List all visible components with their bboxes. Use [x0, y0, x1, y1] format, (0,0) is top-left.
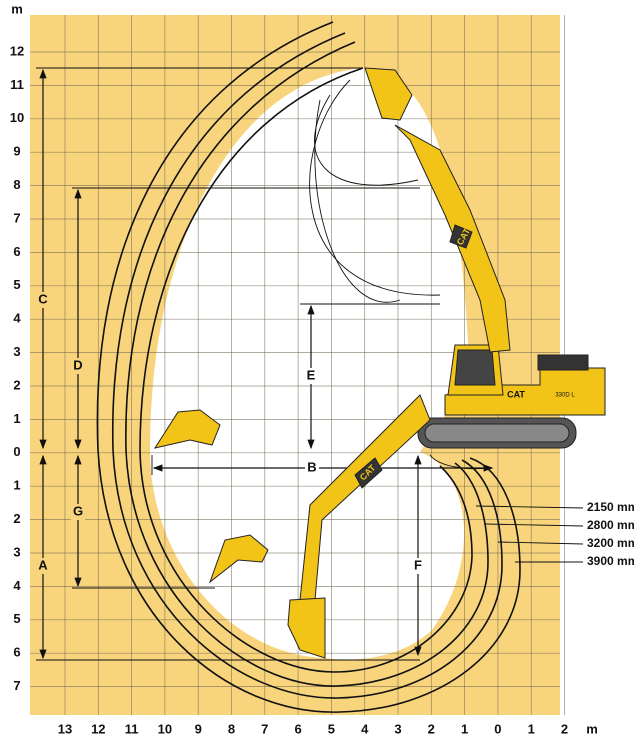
y-tick-label: 5 [13, 611, 20, 626]
y-tick-label: 7 [13, 678, 20, 693]
y-tick-label: 10 [10, 110, 24, 125]
y-tick-label: 11 [10, 77, 24, 92]
cab-window [455, 350, 495, 385]
y-tick-label: 7 [13, 210, 20, 225]
y-tick-label: 6 [13, 244, 20, 259]
y-tick-label: 6 [13, 645, 20, 660]
y-unit: m [11, 1, 23, 16]
x-tick-label: 8 [228, 721, 235, 736]
x-tick-label: 13 [58, 721, 72, 736]
x-tick-label: 2 [561, 721, 568, 736]
y-tick-label: 1 [13, 411, 20, 426]
engine-hood [538, 355, 588, 370]
x-tick-label: 1 [461, 721, 468, 736]
x-tick-label: 10 [158, 721, 172, 736]
y-tick-label: 2 [13, 377, 20, 392]
stick-length: 2800 mm [587, 518, 634, 532]
x-tick-label: 11 [125, 721, 139, 736]
y-tick-label: 12 [10, 43, 24, 58]
working-range-diagram: CAT CAT CAT 330D L 121110987654321012345… [0, 0, 634, 738]
x-tick-label: 4 [361, 721, 369, 736]
dimension-label: B [307, 459, 316, 474]
dimension-label: E [307, 367, 316, 382]
y-tick-label: 3 [13, 544, 20, 559]
y-tick-label: 9 [13, 144, 20, 159]
x-tick-label: 6 [294, 721, 301, 736]
stick-length: 3200 mm [587, 536, 634, 550]
x-tick-label: 2 [428, 721, 435, 736]
dimension-label: F [414, 557, 422, 572]
y-tick-label: 4 [13, 578, 21, 593]
dimension-label: C [38, 291, 48, 306]
x-tick-label: 9 [195, 721, 202, 736]
track-inner [425, 424, 569, 442]
stick-length: 2150 mm [587, 500, 634, 514]
x-tick-label: 1 [528, 721, 535, 736]
x-tick-label: 7 [261, 721, 268, 736]
x-tick-label: 0 [494, 721, 501, 736]
y-tick-label: 8 [13, 177, 20, 192]
y-tick-label: 3 [13, 344, 20, 359]
y-tick-label: 5 [13, 277, 20, 292]
stick-length: 3900 mm [587, 554, 634, 568]
model-decal: 330D L [555, 393, 575, 399]
y-tick-label: 0 [13, 444, 20, 459]
x-tick-label: 12 [91, 721, 105, 736]
dimension-label: A [38, 557, 48, 572]
dimension-label: G [73, 503, 83, 518]
dimension-label: D [73, 357, 82, 372]
y-tick-label: 4 [13, 311, 21, 326]
y-tick-label: 1 [13, 478, 20, 493]
x-unit: m [586, 721, 598, 736]
y-tick-label: 2 [13, 511, 20, 526]
brand-decal-body: CAT [507, 389, 525, 399]
x-tick-label: 3 [394, 721, 401, 736]
x-tick-label: 5 [328, 721, 335, 736]
